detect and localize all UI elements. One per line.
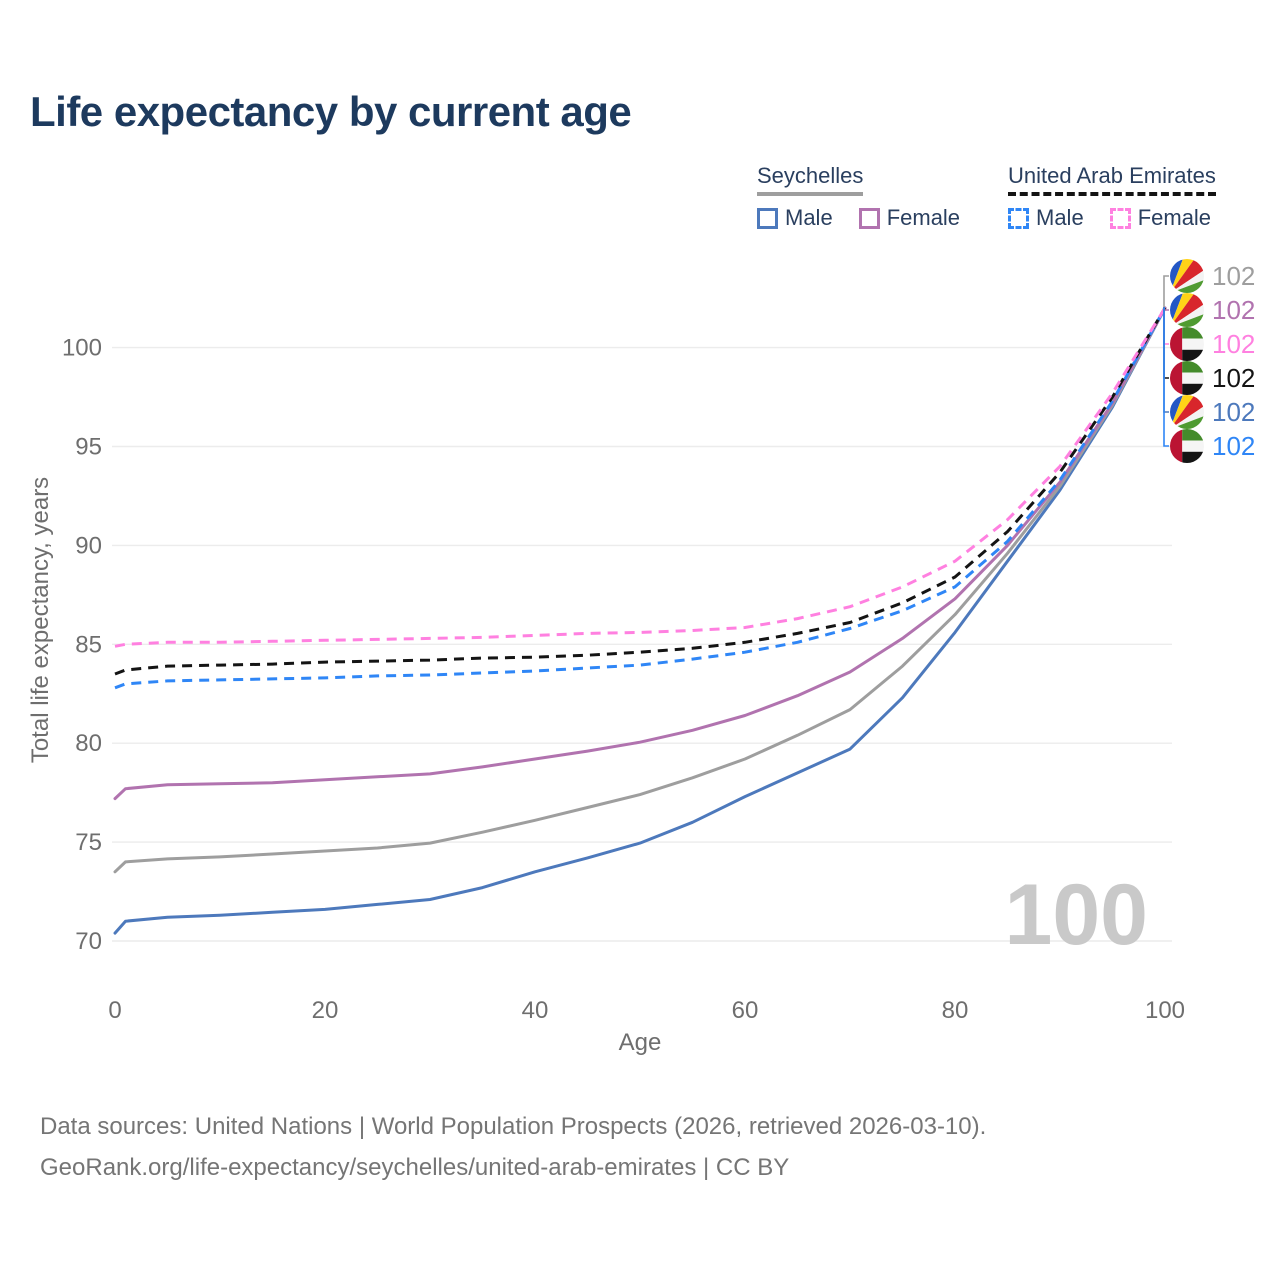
x-tick-label: 20 <box>312 997 339 1024</box>
series-line-uae-female[interactable] <box>114 307 1167 648</box>
y-tick-label: 75 <box>75 829 102 856</box>
end-value-label-uae-all: 102 <box>1212 363 1255 393</box>
end-value-label-seychelles-male: 102 <box>1212 397 1255 427</box>
footer-sources-line: Data sources: United Nations | World Pop… <box>40 1113 987 1140</box>
flag-sc-icon <box>1170 293 1204 327</box>
footer-url-line[interactable]: GeoRank.org/life-expectancy/seychelles/u… <box>40 1154 790 1181</box>
flag-sc-icon <box>1170 259 1204 293</box>
hover-age-watermark: 100 <box>1005 867 1149 963</box>
footer: Data sources: United Nations | World Pop… <box>40 1106 986 1188</box>
chart-legend: Seychelles Male Female United Arab Emirates… <box>0 163 1280 243</box>
flag-sc-icon <box>1170 395 1204 429</box>
end-value-label-uae-male: 102 <box>1212 431 1255 461</box>
x-tick-label: 40 <box>522 997 549 1024</box>
legend-item-female[interactable]: Female <box>858 205 961 231</box>
legend-swatch-icon <box>757 207 778 229</box>
end-value-label-seychelles-female: 102 <box>1212 295 1255 325</box>
series-line-uae-all[interactable] <box>114 307 1167 676</box>
x-tick-label: 0 <box>108 997 121 1024</box>
legend-swatch-icon <box>858 207 880 229</box>
legend-country-label[interactable]: Seychelles <box>757 163 864 196</box>
legend-swatch-icon <box>1008 207 1029 229</box>
legend-item-label: Female <box>886 205 961 230</box>
x-tick-label: 100 <box>1145 997 1185 1024</box>
y-axis-title: Total life expectancy, years <box>27 477 54 763</box>
legend-item-male[interactable]: Male <box>757 205 833 231</box>
y-tick-label: 80 <box>75 730 102 757</box>
x-tick-label: 80 <box>942 997 969 1024</box>
flag-uae-icon <box>1170 429 1204 463</box>
legend-item-male[interactable]: Male <box>1008 205 1084 231</box>
series-line-seychelles-female[interactable] <box>113 306 1167 801</box>
series-line-seychelles-male[interactable] <box>113 306 1167 935</box>
series-line-seychelles-all[interactable] <box>113 306 1167 874</box>
page-title: Life expectancy by current age <box>30 88 632 135</box>
series-line-uae-male[interactable] <box>114 307 1167 690</box>
y-tick-label: 70 <box>75 928 102 955</box>
legend-item-label: Female <box>1137 205 1212 230</box>
legend-group-united-arab-emirates: United Arab Emirates Male Female <box>1008 163 1216 231</box>
flag-uae-icon <box>1170 361 1204 395</box>
y-tick-label: 85 <box>75 631 102 658</box>
end-label-connector <box>1163 307 1169 447</box>
end-value-label-uae-female: 102 <box>1212 329 1255 359</box>
legend-country-label[interactable]: United Arab Emirates <box>1008 163 1216 196</box>
end-label-connector <box>1163 275 1169 309</box>
legend-item-female[interactable]: Female <box>1109 205 1212 231</box>
y-tick-label: 90 <box>75 532 102 559</box>
legend-swatch-icon <box>1109 207 1131 229</box>
y-tick-label: 100 <box>62 335 102 362</box>
x-axis-title: Age <box>619 1029 662 1056</box>
y-tick-label: 95 <box>75 434 102 461</box>
legend-item-label: Male <box>785 205 833 230</box>
x-tick-label: 60 <box>732 997 759 1024</box>
end-value-label-seychelles-all: 102 <box>1212 261 1255 291</box>
legend-item-label: Male <box>1036 205 1084 230</box>
legend-group-seychelles: Seychelles Male Female <box>757 163 960 231</box>
flag-uae-icon <box>1170 327 1204 361</box>
